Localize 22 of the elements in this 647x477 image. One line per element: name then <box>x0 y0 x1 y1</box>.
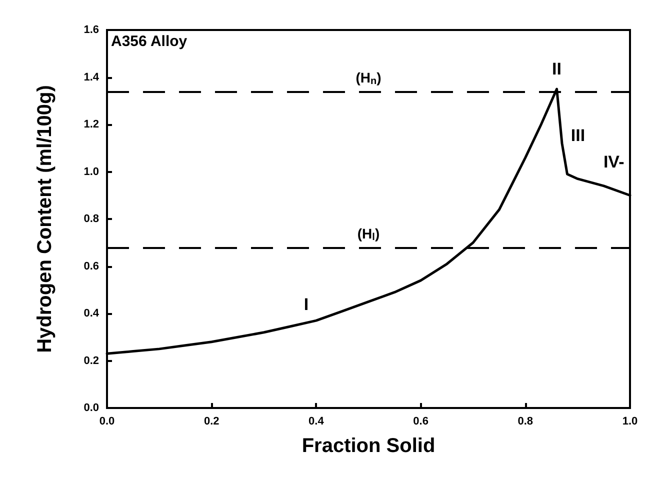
y-tick-label: 0.2 <box>84 354 99 367</box>
x-tick-label: 0.6 <box>413 416 428 428</box>
x-tick-label: 0.0 <box>99 416 115 428</box>
y-tick-label: 0.0 <box>84 402 99 414</box>
annotation: II <box>552 60 562 79</box>
x-tick-label: 1.0 <box>622 416 638 428</box>
y-tick-label: 0.8 <box>84 213 99 225</box>
y-tick-label: 1.6 <box>84 24 99 36</box>
annotation: A356 Alloy <box>111 33 188 50</box>
y-tick-label: 1.4 <box>84 71 100 84</box>
x-axis-title: Fraction Solid <box>302 435 436 457</box>
x-tick-label: 0.8 <box>518 416 534 428</box>
x-tick-label: 0.4 <box>308 416 325 428</box>
annotation: IV- <box>603 152 624 172</box>
x-tick-label: 0.2 <box>204 416 220 428</box>
y-tick-label: 1.2 <box>84 118 99 130</box>
y-tick-label: 0.6 <box>84 260 99 272</box>
y-tick-label: 1.0 <box>84 166 99 178</box>
annotation: III <box>570 126 586 145</box>
y-tick-label: 0.4 <box>84 308 100 320</box>
annotation: I <box>304 295 309 314</box>
y-axis-title: Hydrogen Content (ml/100g) <box>34 85 56 353</box>
